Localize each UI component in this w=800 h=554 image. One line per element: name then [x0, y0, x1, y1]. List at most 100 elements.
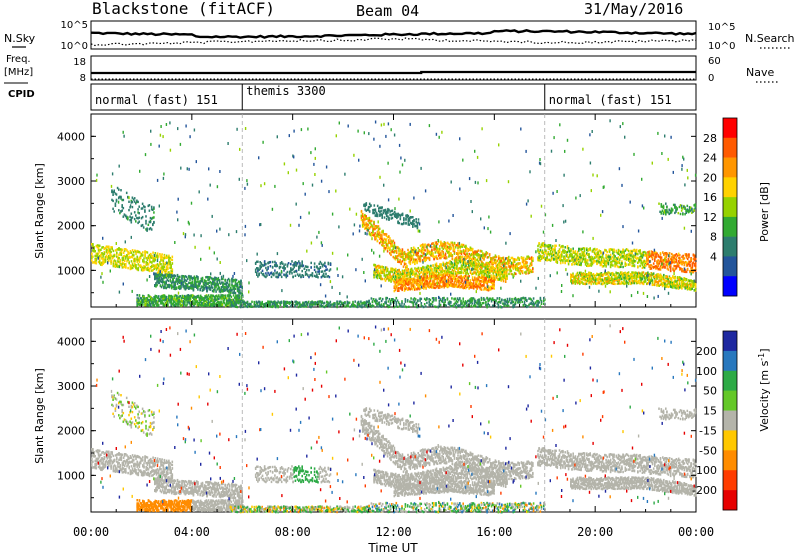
range-cell	[150, 252, 152, 256]
range-cell	[163, 270, 166, 273]
range-cell	[147, 303, 150, 307]
range-cell	[145, 222, 147, 225]
range-cell	[157, 297, 160, 300]
range-cell	[444, 241, 447, 245]
range-cell	[373, 221, 375, 224]
range-cell	[157, 303, 160, 307]
range-cell	[119, 260, 121, 263]
range-cell	[114, 249, 117, 252]
range-cell	[235, 294, 237, 297]
range-cell	[130, 221, 133, 224]
range-cell	[453, 248, 456, 251]
range-cell	[176, 297, 178, 300]
range-cell	[166, 278, 169, 281]
range-cell	[136, 260, 138, 263]
range-cell	[119, 251, 121, 254]
range-cell	[134, 249, 136, 252]
range-cell	[324, 261, 326, 265]
range-cell	[377, 270, 380, 273]
beam-title: Beam 04	[356, 2, 419, 20]
range-cell	[220, 295, 222, 299]
range-cell	[180, 304, 183, 307]
range-cell	[117, 256, 119, 259]
range-cell	[102, 260, 104, 263]
range-cell	[274, 269, 276, 272]
range-cell	[96, 256, 99, 259]
range-cell	[154, 252, 157, 255]
range-cell	[424, 243, 426, 246]
range-cell	[172, 302, 175, 305]
range-cell	[225, 286, 228, 289]
range-cell	[159, 279, 162, 283]
range-cell	[112, 249, 115, 253]
range-cell	[125, 215, 128, 218]
range-cell	[123, 248, 126, 251]
range-cell	[460, 250, 463, 253]
range-cell	[323, 301, 326, 305]
range-cell	[186, 284, 189, 287]
range-cell	[160, 266, 162, 269]
range-cell	[239, 285, 241, 289]
range-cell	[477, 249, 480, 252]
range-cell	[238, 280, 240, 283]
range-cell	[147, 301, 150, 304]
range-cell	[134, 257, 136, 260]
range-cell	[196, 281, 198, 284]
range-cell	[205, 300, 208, 304]
range-cell	[138, 256, 141, 260]
range-cell	[179, 275, 181, 278]
range-cell	[105, 245, 108, 248]
range-cell	[165, 270, 168, 273]
range-cell	[210, 296, 212, 299]
range-cell	[378, 227, 381, 230]
range-cell	[101, 246, 103, 249]
range-cell	[130, 201, 133, 204]
range-cell	[148, 298, 151, 302]
range-cell	[299, 262, 301, 265]
range-cell	[162, 257, 165, 260]
range-cell	[202, 281, 205, 285]
range-cell	[294, 305, 296, 308]
range-cell	[128, 252, 130, 255]
range-cell	[150, 256, 152, 259]
range-cell	[179, 300, 182, 303]
range-cell	[146, 229, 148, 232]
range-cell	[232, 280, 234, 283]
range-cell	[191, 285, 194, 288]
range-cell	[428, 258, 431, 262]
range-cell	[236, 298, 238, 301]
range-cell	[206, 275, 208, 279]
range-cell	[504, 270, 507, 273]
range-cell	[220, 297, 222, 300]
range-cell	[163, 297, 166, 300]
range-cell	[279, 303, 282, 306]
range-cell	[240, 292, 242, 295]
range-cell	[212, 300, 214, 303]
range-cell	[217, 285, 220, 288]
range-cell	[236, 287, 239, 290]
range-cell	[119, 263, 121, 266]
range-cell	[218, 304, 220, 307]
range-cell	[95, 259, 98, 262]
range-cell	[189, 303, 192, 307]
range-cell	[311, 274, 314, 278]
range-cell	[178, 295, 180, 298]
range-cell	[308, 269, 310, 272]
range-cell	[198, 303, 201, 306]
range-cell	[189, 281, 191, 285]
range-cell	[404, 271, 406, 275]
range-cell	[115, 200, 118, 203]
range-cell	[214, 286, 216, 289]
range-cell	[277, 304, 279, 308]
range-cell	[104, 258, 107, 262]
range-cell	[232, 291, 234, 294]
range-cell	[163, 294, 166, 297]
range-cell	[483, 258, 485, 261]
range-cell	[228, 296, 230, 299]
range-cell	[163, 276, 165, 279]
range-cell	[100, 254, 102, 257]
range-cell	[170, 300, 172, 303]
range-cell	[232, 285, 234, 288]
range-cell	[118, 260, 120, 264]
range-cell	[402, 265, 405, 268]
